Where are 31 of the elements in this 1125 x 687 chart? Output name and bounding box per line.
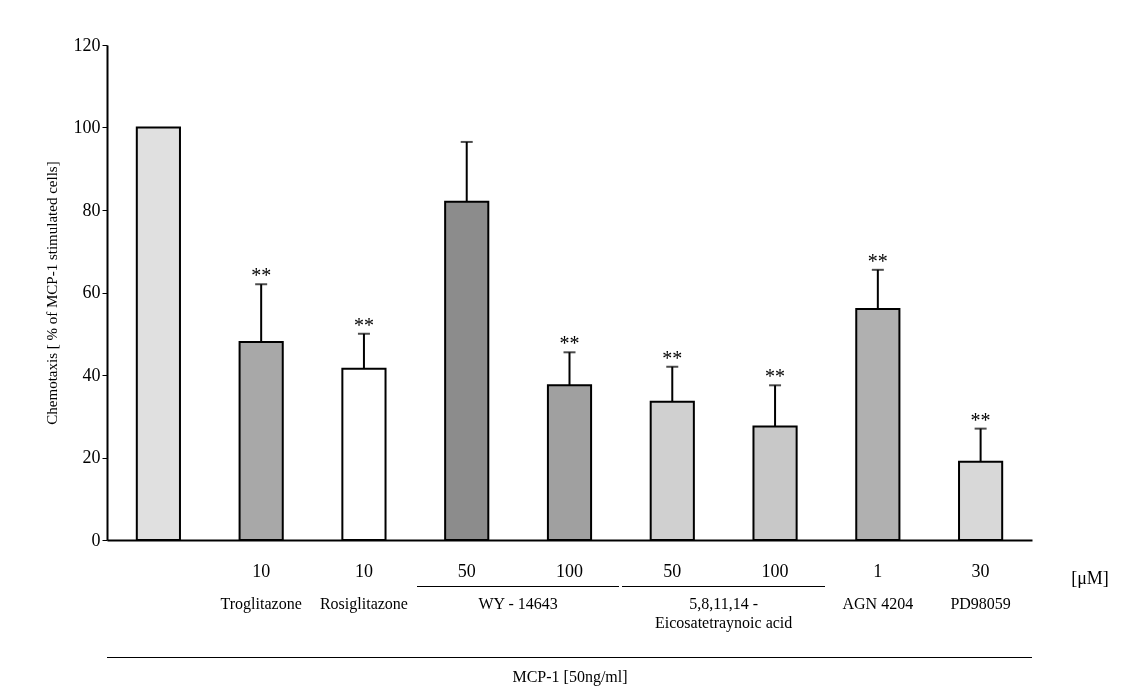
text: Troglitazone: [220, 594, 302, 613]
x-tick-label: 100: [761, 560, 789, 581]
data-label: **: [662, 346, 683, 369]
x-tick-label: 50: [457, 560, 476, 581]
x-tick-label: 1: [873, 560, 883, 581]
text: Rosiglitazone: [319, 594, 408, 613]
y-tick-label: 0: [91, 529, 101, 550]
text: [μM]: [1071, 568, 1109, 588]
x-tick-label: 10: [354, 560, 373, 581]
text: MCP-1 [50ng/ml]: [512, 667, 628, 686]
data-label: **: [867, 249, 888, 272]
x-tick-label: 50: [663, 560, 682, 581]
text: AGN 4204: [842, 594, 914, 613]
text: WY - 14643: [478, 594, 558, 613]
data-label: **: [765, 365, 786, 388]
text: PD98059: [950, 594, 1011, 613]
y-tick-label: 20: [82, 447, 101, 467]
data-label: **: [251, 264, 272, 287]
y-tick-label: 120: [73, 34, 101, 55]
y-tick-label: 60: [82, 282, 101, 302]
y-axis-title: Chemotaxis [ % of MCP-1 stimulated cells]: [43, 161, 60, 425]
text: 5,8,11,14 - Eicosatetraynoic acid: [655, 594, 793, 632]
data-label: **: [970, 408, 991, 431]
y-tick-label: 100: [73, 117, 101, 137]
x-tick-label: 30: [971, 560, 990, 581]
x-tick-label: 10: [252, 560, 271, 581]
y-tick-label: 40: [82, 364, 101, 385]
data-label: **: [353, 313, 374, 336]
x-tick-label: 100: [556, 560, 583, 581]
data-label: **: [559, 332, 580, 355]
y-tick-label: 80: [82, 199, 101, 220]
